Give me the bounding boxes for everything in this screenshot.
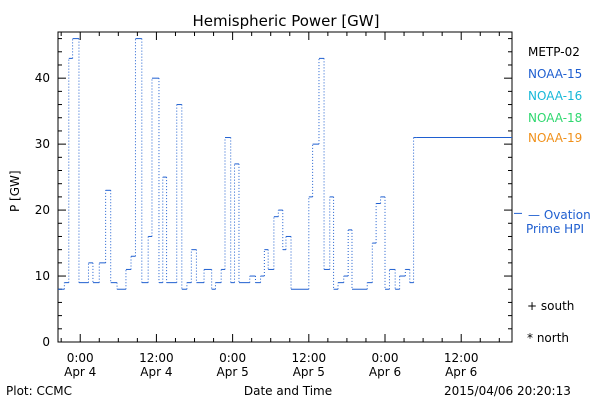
x-tick-label-day: Apr 4 bbox=[64, 365, 96, 379]
x-tick-label-time: 12:00 bbox=[444, 351, 479, 365]
y-tick-label: 40 bbox=[35, 71, 50, 85]
plot-timestamp: 2015/04/06 20:20:13 bbox=[444, 384, 571, 398]
plot-axes bbox=[57, 31, 513, 343]
x-tick-label-time: 12:00 bbox=[139, 351, 174, 365]
x-tick-label-day: Apr 6 bbox=[445, 365, 477, 379]
x-tick-label-time: 0:00 bbox=[67, 351, 94, 365]
reference-label-line1: — Ovation bbox=[528, 208, 591, 222]
x-tick-label-time: 0:00 bbox=[372, 351, 399, 365]
tick-marks bbox=[58, 32, 512, 343]
marker-legend-north: * north bbox=[527, 331, 570, 345]
y-tick-label: 0 bbox=[42, 335, 50, 349]
legend-item-noaa-15: NOAA-15 bbox=[528, 67, 583, 81]
plot-frame bbox=[57, 31, 513, 343]
reference-label-line2: Prime HPI bbox=[526, 222, 584, 236]
plot-credit: Plot: CCMC bbox=[6, 384, 72, 398]
legend-item-noaa-18: NOAA-18 bbox=[528, 111, 583, 125]
x-tick-label-day: Apr 5 bbox=[217, 365, 249, 379]
x-axis-label: Date and Time bbox=[243, 384, 333, 398]
x-tick-label-day: Apr 4 bbox=[140, 365, 172, 379]
legend-item-metp-02: METP-02 bbox=[528, 45, 580, 59]
x-tick-label-day: Apr 6 bbox=[369, 365, 401, 379]
y-axis-label: P [GW] bbox=[8, 170, 22, 212]
x-tick-label-day: Apr 5 bbox=[293, 365, 325, 379]
legend-item-noaa-16: NOAA-16 bbox=[528, 89, 583, 103]
marker-legend-south: + south bbox=[527, 299, 575, 313]
y-tick-label: 30 bbox=[35, 137, 50, 151]
legend-item-noaa-19: NOAA-19 bbox=[528, 131, 583, 145]
chart-title: Hemispheric Power [GW] bbox=[192, 12, 380, 30]
y-tick-label: 10 bbox=[35, 269, 50, 283]
series-marks bbox=[58, 38, 522, 290]
x-tick-label-time: 12:00 bbox=[292, 351, 327, 365]
x-tick-label-time: 0:00 bbox=[219, 351, 246, 365]
y-tick-label: 20 bbox=[35, 203, 50, 217]
